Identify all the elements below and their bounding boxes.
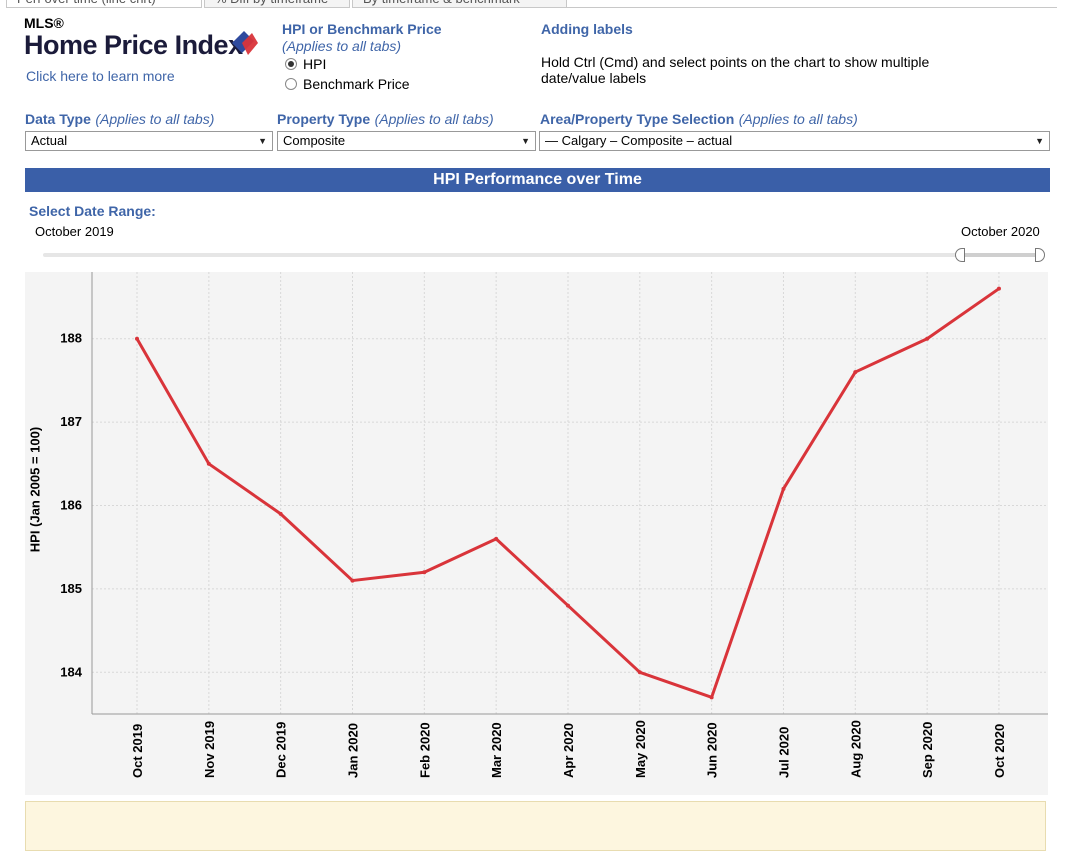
area-note: (Applies to all tabs) xyxy=(738,111,858,127)
date-range-end: October 2020 xyxy=(961,224,1040,239)
y-tick-label: 184 xyxy=(60,664,82,679)
hpi-data-point xyxy=(350,578,355,583)
data-type-label: Data Type (Applies to all tabs) xyxy=(25,111,214,129)
brand-title: Home Price Index xyxy=(24,30,243,60)
x-tick-label: Mar 2020 xyxy=(489,722,504,778)
area-title: Area/Property Type Selection xyxy=(540,111,735,127)
y-tick-label: 187 xyxy=(60,414,82,429)
hpi-data-point xyxy=(853,370,858,375)
hpi-data-point xyxy=(422,570,427,575)
hpi-benchmark-note: (Applies to all tabs) xyxy=(282,38,402,54)
hpi-data-point xyxy=(494,536,499,541)
date-range-end-handle[interactable] xyxy=(1035,248,1045,262)
property-type-note: (Applies to all tabs) xyxy=(374,111,494,127)
hpi-data-point xyxy=(565,603,570,608)
y-tick-label: 185 xyxy=(60,581,82,596)
mls-label: MLS® xyxy=(24,15,64,31)
data-type-note: (Applies to all tabs) xyxy=(95,111,215,127)
hpi-benchmark-heading: HPI or Benchmark Price xyxy=(282,21,442,37)
chevron-down-icon: ▼ xyxy=(1035,136,1044,146)
brand-mark-icon xyxy=(232,31,258,55)
x-tick-label: May 2020 xyxy=(633,720,648,778)
chart-banner-title: HPI Performance over Time xyxy=(25,168,1050,192)
chevron-down-icon: ▼ xyxy=(258,136,267,146)
radio-benchmark[interactable]: Benchmark Price xyxy=(285,76,410,92)
adding-labels-text-2: date/value labels xyxy=(541,70,647,86)
data-type-select[interactable]: Actual ▼ xyxy=(25,131,273,151)
x-tick-label: Sep 2020 xyxy=(920,722,935,778)
x-tick-label: Jan 2020 xyxy=(345,723,360,778)
date-range-start: October 2019 xyxy=(35,224,114,239)
y-tick-label: 186 xyxy=(60,498,82,513)
y-tick-label: 188 xyxy=(60,331,82,346)
hpi-data-point xyxy=(709,695,714,700)
property-type-label: Property Type (Applies to all tabs) xyxy=(277,111,494,129)
x-tick-label: Feb 2020 xyxy=(417,722,432,778)
tab-bar-divider xyxy=(567,7,1057,8)
date-range-label: Select Date Range: xyxy=(29,203,156,219)
footer-notes-box xyxy=(25,801,1046,851)
x-tick-label: Nov 2019 xyxy=(202,721,217,778)
date-range-selected xyxy=(960,253,1040,257)
data-type-title: Data Type xyxy=(25,111,91,127)
property-type-select[interactable]: Composite ▼ xyxy=(277,131,536,151)
radio-hpi-label: HPI xyxy=(303,56,327,72)
x-tick-label: Jul 2020 xyxy=(776,727,791,778)
area-value: — Calgary – Composite – actual xyxy=(545,133,733,148)
radio-benchmark-dot[interactable] xyxy=(285,78,297,90)
x-tick-label: Oct 2020 xyxy=(992,724,1007,778)
x-tick-label: Jun 2020 xyxy=(705,722,720,778)
hpi-data-point xyxy=(637,670,642,675)
data-type-value: Actual xyxy=(31,133,68,148)
learn-more-link[interactable]: Click here to learn more xyxy=(26,68,175,84)
chevron-down-icon: ▼ xyxy=(521,136,530,146)
x-tick-label: Dec 2019 xyxy=(274,722,289,778)
x-tick-label: Oct 2019 xyxy=(130,724,145,778)
tab-by-timeframe-benchmark[interactable]: By timeframe & benchmark xyxy=(352,0,567,8)
hpi-data-point xyxy=(781,486,786,491)
tab-perf-over-time[interactable]: Perf over time (line chrt) xyxy=(6,0,202,8)
hpi-data-point xyxy=(925,336,930,341)
property-type-title: Property Type xyxy=(277,111,371,127)
y-axis-title-text: HPI (Jan 2005 = 100) xyxy=(27,426,43,553)
adding-labels-text-1: Hold Ctrl (Cmd) and select points on the… xyxy=(541,54,930,70)
hpi-data-point xyxy=(135,336,139,341)
x-tick-label: Aug 2020 xyxy=(848,720,863,778)
date-range-track[interactable] xyxy=(43,253,1040,257)
hpi-data-point xyxy=(278,511,283,516)
tab-diff-by-timeframe[interactable]: % Diff by timeframe xyxy=(204,0,350,8)
radio-hpi[interactable]: HPI xyxy=(285,56,326,72)
hpi-data-point xyxy=(206,461,211,466)
radio-benchmark-label: Benchmark Price xyxy=(303,76,410,92)
x-tick-label: Apr 2020 xyxy=(561,723,576,778)
hpi-data-point xyxy=(996,286,1001,291)
area-select[interactable]: — Calgary – Composite – actual ▼ xyxy=(539,131,1050,151)
adding-labels-heading: Adding labels xyxy=(541,21,633,37)
chart-area xyxy=(25,272,1048,795)
radio-hpi-dot[interactable] xyxy=(285,58,297,70)
date-range-start-handle[interactable] xyxy=(955,248,966,262)
area-label: Area/Property Type Selection (Applies to… xyxy=(540,111,858,129)
property-type-value: Composite xyxy=(283,133,346,148)
